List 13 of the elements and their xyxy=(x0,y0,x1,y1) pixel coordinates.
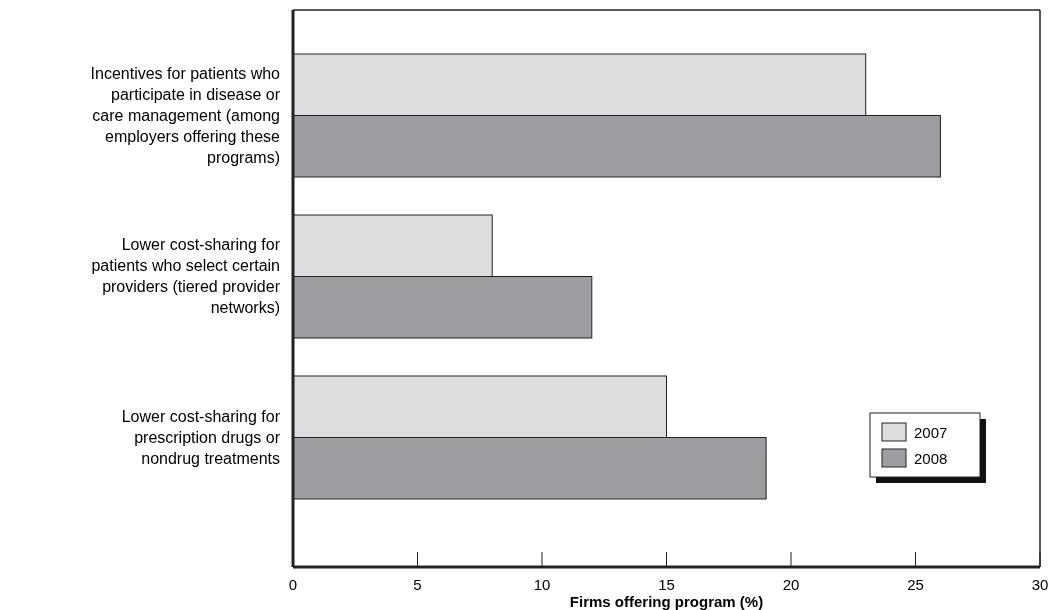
x-tick-label: 5 xyxy=(413,576,422,593)
x-tick-label: 15 xyxy=(658,576,675,593)
y-tick-label: Lower cost-sharing for prescription drugs or nondrug treatments xyxy=(121,407,281,467)
x-tick-label: 0 xyxy=(288,576,298,593)
x-tick-label: 25 xyxy=(907,576,924,593)
y-tick-label: Incentives for patients who participate in disease or care management (among employers offering these programs) xyxy=(90,64,281,166)
legend-label: 2008 xyxy=(914,450,948,467)
x-tick-label: 20 xyxy=(782,576,800,593)
x-axis-title: Firms offering program (%) xyxy=(569,593,764,610)
y-tick-label: Lower cost-sharing for patients who select certain providers (tiered provider networks) xyxy=(91,236,281,316)
x-tick-label: 30 xyxy=(1031,576,1049,593)
x-tick-label: 10 xyxy=(533,576,551,593)
legend-label: 2007 xyxy=(914,424,948,441)
